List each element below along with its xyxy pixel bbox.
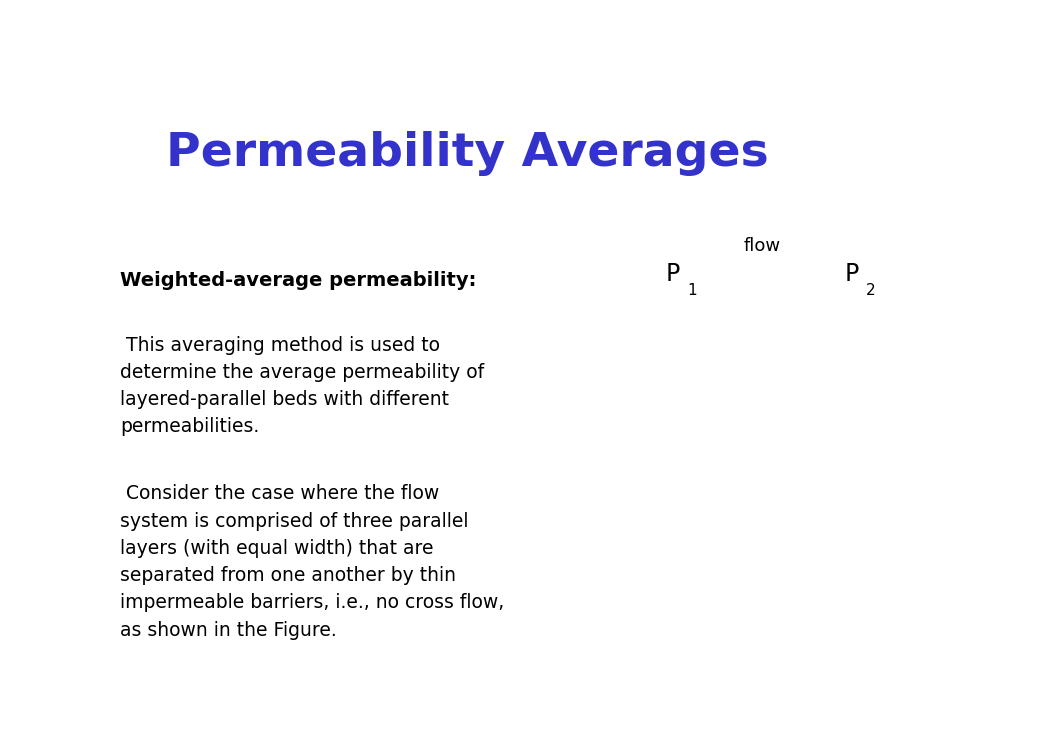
- Text: flow: flow: [744, 237, 781, 255]
- Text: Weighted-average permeability:: Weighted-average permeability:: [120, 270, 477, 290]
- Text: 2: 2: [866, 283, 875, 298]
- Text: P: P: [844, 262, 858, 286]
- Text: 1: 1: [687, 283, 697, 298]
- Text: P: P: [666, 262, 680, 286]
- Text: Permeability Averages: Permeability Averages: [166, 131, 769, 176]
- Text: Consider the case where the flow
system is comprised of three parallel
layers (w: Consider the case where the flow system …: [120, 484, 504, 640]
- Text: This averaging method is used to
determine the average permeability of
layered-p: This averaging method is used to determi…: [120, 336, 484, 436]
